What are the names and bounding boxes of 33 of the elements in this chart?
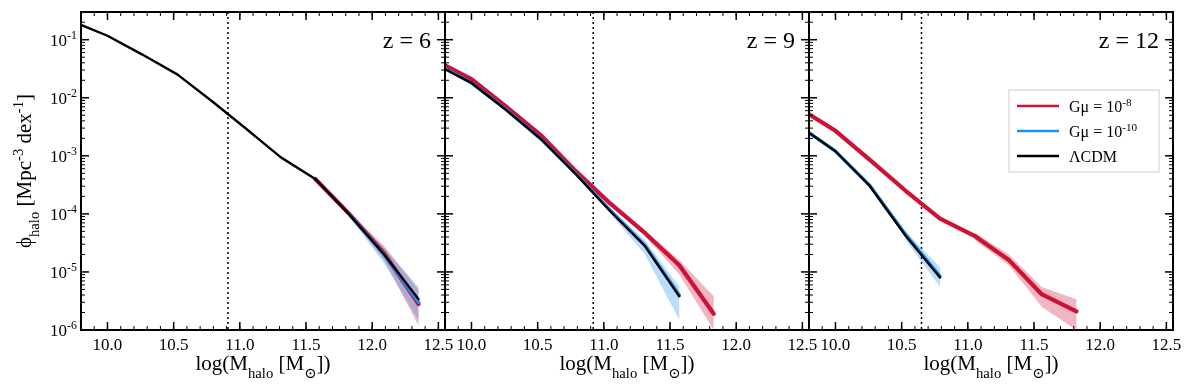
x-tick-label: 11.5 <box>291 335 321 354</box>
x-tick-label: 12.5 <box>1151 335 1182 354</box>
legend-label: ΛCDM <box>1069 148 1118 165</box>
x-tick-label: 12.0 <box>1085 335 1116 354</box>
x-tick-label: 11.5 <box>1019 335 1049 354</box>
x-tick-label: 11.0 <box>953 335 983 354</box>
text: z = 6 <box>382 27 431 53</box>
x-tick-label: 10.5 <box>522 335 553 354</box>
x-tick-label: 12.5 <box>787 335 818 354</box>
y-tick-label: 10$^{-2}$ <box>50 85 78 108</box>
y-tick-label: 10$^{-1}$ <box>50 27 78 50</box>
x-tick-label: 12.0 <box>721 335 752 354</box>
y-tick-label: 10$^{-4}$ <box>50 201 78 224</box>
text: z = 12 <box>1098 27 1159 53</box>
y-tick-label: 10$^{-6}$ <box>50 318 78 340</box>
x-tick-label: 10.5 <box>886 335 917 354</box>
legend-label: Gμ = 10$^{-10}$ <box>1069 121 1138 141</box>
x-axis-title: log(M$_{halo}$ [M$_{⊙}$]) <box>195 351 331 381</box>
x-tick-label: 12.5 <box>423 335 454 354</box>
text: z = 9 <box>746 27 795 53</box>
y-tick-label: 10$^{-3}$ <box>50 143 78 166</box>
legend-label: Gμ = 10$^{-8}$ <box>1069 96 1132 116</box>
x-axis-title: log(M$_{halo}$ [M$_{⊙}$]) <box>559 351 695 381</box>
x-tick-label: 11.0 <box>589 335 619 354</box>
x-tick-label: 11.5 <box>655 335 685 354</box>
x-tick-label: 10.0 <box>92 335 123 354</box>
x-tick-label: 10.5 <box>158 335 189 354</box>
x-axis-title: log(M$_{halo}$ [M$_{⊙}$]) <box>923 351 1059 381</box>
x-tick-label: 12.0 <box>357 335 388 354</box>
x-tick-label: 10.0 <box>820 335 851 354</box>
x-tick-label: 11.0 <box>225 335 255 354</box>
y-tick-label: 10$^{-5}$ <box>50 259 78 282</box>
x-tick-label: 10.0 <box>456 335 487 354</box>
